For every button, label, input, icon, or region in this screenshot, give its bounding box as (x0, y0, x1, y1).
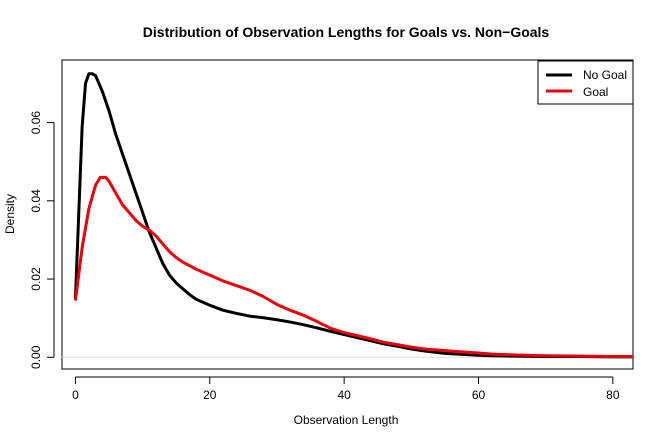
legend: No Goal Goal (537, 60, 634, 105)
series-line-no-goal (73, 72, 633, 359)
x-axis: 0 20 40 60 80 (72, 376, 620, 402)
y-axis-label: Density (3, 194, 17, 234)
x-tick-label: 60 (472, 388, 486, 402)
y-tick-label: 0.06 (29, 111, 43, 135)
y-axis: 0.00 0.02 0.04 0.06 (29, 111, 55, 369)
legend-label-no-goal: No Goal (583, 68, 627, 82)
y-tick-label: 0.04 (29, 189, 43, 213)
plot-area (62, 72, 633, 359)
x-axis-label: Observation Length (294, 413, 399, 427)
y-tick-label: 0.02 (29, 267, 43, 291)
x-tick-label: 0 (72, 388, 79, 402)
plot-frame (61, 59, 634, 370)
y-tick-label: 0.00 (29, 345, 43, 369)
x-tick-label: 20 (203, 388, 217, 402)
x-tick-label: 80 (606, 388, 620, 402)
x-tick-label: 40 (337, 388, 351, 402)
legend-box (537, 60, 634, 105)
series-line-goal (73, 175, 633, 358)
chart-title: Distribution of Observation Lengths for … (143, 24, 550, 40)
legend-label-goal: Goal (583, 85, 608, 99)
